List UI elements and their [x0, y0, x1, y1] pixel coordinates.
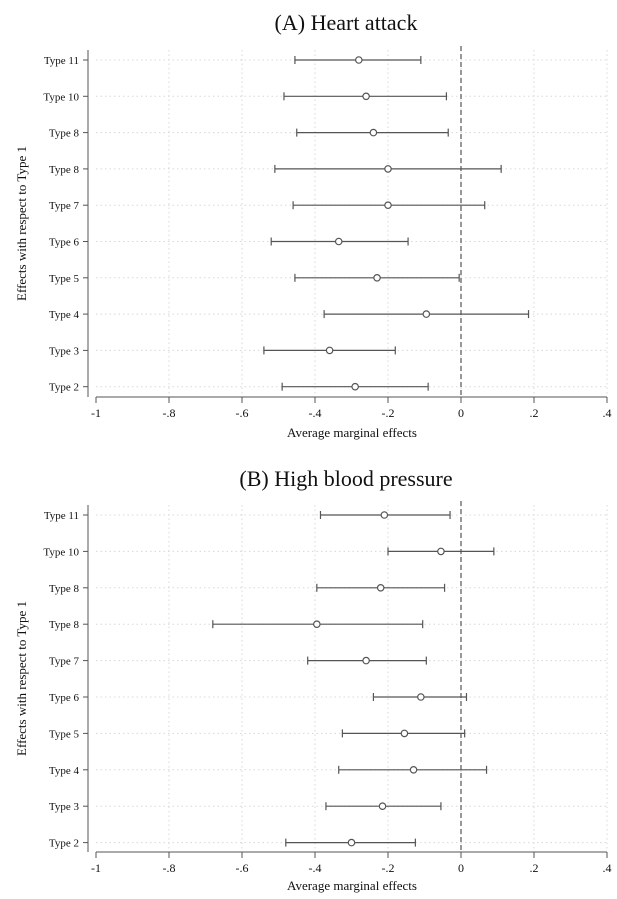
point-estimate	[384, 201, 392, 210]
y-axis-title: Effects with respect to Type 1	[14, 601, 29, 756]
x-tick-label: -.6	[236, 406, 249, 420]
y-tick-label: Type 11	[44, 55, 79, 67]
point-estimate	[362, 92, 370, 101]
x-axis-title: Average marginal effects	[287, 425, 417, 440]
panel-title: (B) High blood pressure	[239, 466, 452, 491]
y-tick-label: Type 8	[49, 619, 80, 631]
x-tick-label: -.4	[309, 861, 322, 875]
point-estimate	[422, 310, 431, 318]
x-tick-label: -.2	[382, 861, 395, 875]
x-tick-label: .4	[603, 861, 612, 875]
point-estimate	[351, 382, 359, 391]
x-tick-label: -.2	[382, 406, 395, 420]
y-tick-label: Type 6	[49, 692, 80, 704]
x-tick-label: -.8	[163, 406, 176, 420]
x-tick-label: .2	[530, 406, 539, 420]
x-tick-label: -.8	[163, 861, 176, 875]
panel-a: (A) Heart attack -1 -.8 -.6 -.4 -.2 0 .2 .4 Type …	[14, 10, 612, 440]
point-estimate	[334, 237, 343, 246]
y-tick-label: Type 2	[49, 382, 79, 394]
y-tick-label: Type 8	[49, 164, 80, 176]
y-tick-label: Type 8	[49, 128, 80, 140]
point-estimate	[417, 693, 425, 701]
x-tick-label: -1	[91, 406, 101, 420]
x-tick-label: .2	[530, 861, 539, 875]
point-estimate	[437, 547, 445, 556]
point-estimate	[362, 656, 370, 665]
x-tick-label: -.4	[309, 406, 322, 420]
point-estimate	[354, 56, 363, 64]
x-tick-label: 0	[458, 861, 464, 875]
y-tick-label: Type 3	[49, 345, 80, 357]
x-tick-label: .4	[603, 406, 612, 420]
y-tick-label: Type 8	[49, 583, 80, 595]
y-tick-label: Type 7	[49, 656, 80, 668]
y-tick-label: Type 10	[43, 91, 79, 103]
point-estimate	[378, 802, 387, 811]
y-tick-label: Type 6	[49, 237, 80, 249]
y-axis-title: Effects with respect to Type 1	[14, 146, 29, 301]
y-tick-label: Type 2	[49, 838, 79, 850]
point-estimate	[369, 128, 378, 137]
panel-b: (B) High blood pressure -1 -.8 -.6 -.4 -.2 0 .2…	[14, 466, 612, 893]
y-tick-label: Type 7	[49, 200, 80, 212]
panel-title: (A) Heart attack	[275, 10, 418, 35]
point-estimate	[347, 838, 356, 847]
point-estimate	[409, 765, 418, 774]
x-tick-label: 0	[458, 406, 464, 420]
point-estimate	[325, 346, 334, 355]
y-tick-label: Type 5	[49, 273, 80, 285]
x-tick-label: -1	[91, 861, 101, 875]
point-estimate	[373, 273, 381, 282]
y-tick-label: Type 4	[49, 309, 80, 321]
x-tick-label: -.6	[236, 861, 249, 875]
y-tick-label: Type 3	[49, 801, 80, 813]
point-estimate	[376, 583, 385, 592]
point-estimate	[380, 511, 389, 519]
y-tick-label: Type 11	[44, 510, 79, 522]
x-axis-title: Average marginal effects	[287, 878, 417, 893]
point-estimate	[384, 165, 392, 173]
point-estimate	[313, 620, 321, 629]
point-estimate	[400, 729, 409, 738]
y-tick-label: Type 5	[49, 728, 80, 740]
y-tick-label: Type 4	[49, 765, 80, 777]
y-tick-label: Type 10	[43, 546, 79, 558]
